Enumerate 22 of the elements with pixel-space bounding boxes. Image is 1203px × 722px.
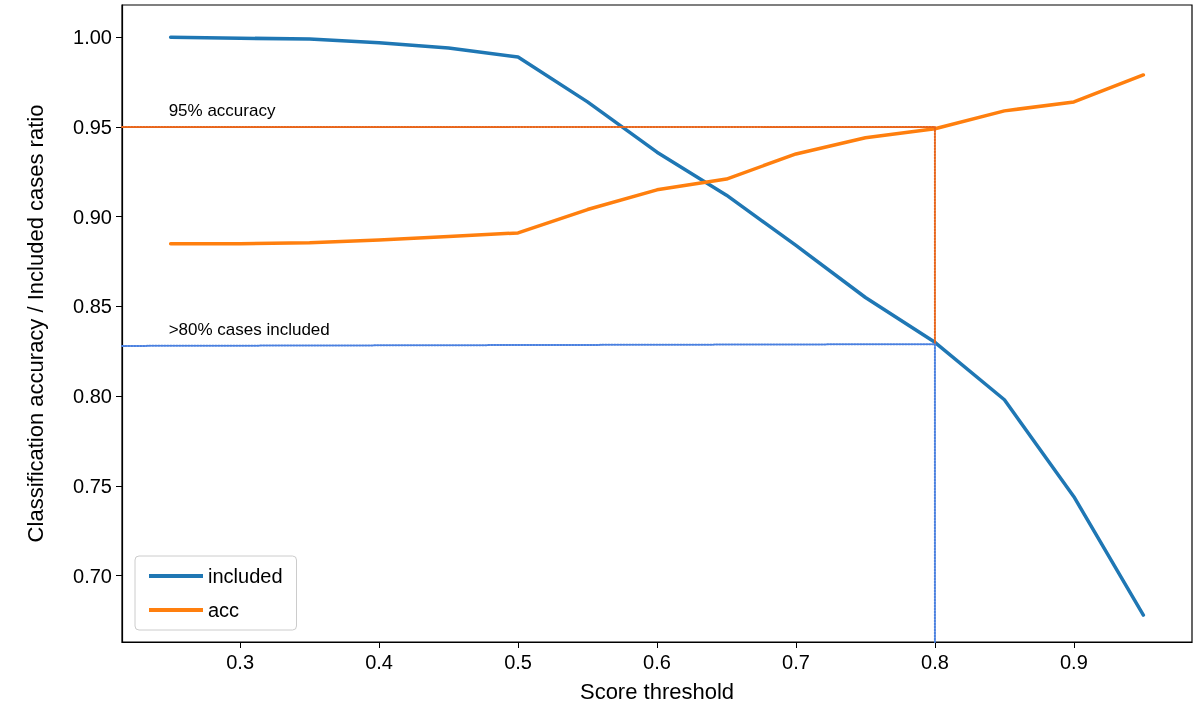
x-tick-label: 0.9 [1059,651,1088,673]
y-tick-label: 1.00 [73,26,112,49]
y-tick-label: 0.85 [73,295,112,318]
y-axis-title: Classification accuracy / Included cases ratio [22,104,48,543]
y-tick-label: 0.75 [73,474,112,497]
x-tick-label: 0.8 [921,651,949,673]
x-tick-label: 0.6 [643,651,671,673]
x-tick-label: 0.4 [365,651,393,673]
legend-label: included [208,565,283,587]
line-series [168,73,1146,246]
x-tick-label: 0.3 [226,651,255,673]
annotation: 95% accuracy [168,101,276,121]
x-tick-label: 0.7 [782,651,810,673]
y-tick-label: 0.70 [73,564,112,587]
x-axis-title: Score threshold [579,678,735,704]
annotation: >80% cases included [168,319,330,339]
y-tick-label: 0.90 [73,205,112,228]
x-tick-label: 0.5 [504,651,532,673]
y-tick-label: 0.95 [73,116,112,139]
y-tick-label: 0.80 [73,385,112,408]
legend-label: acc [208,599,240,621]
line-series [168,35,1146,617]
